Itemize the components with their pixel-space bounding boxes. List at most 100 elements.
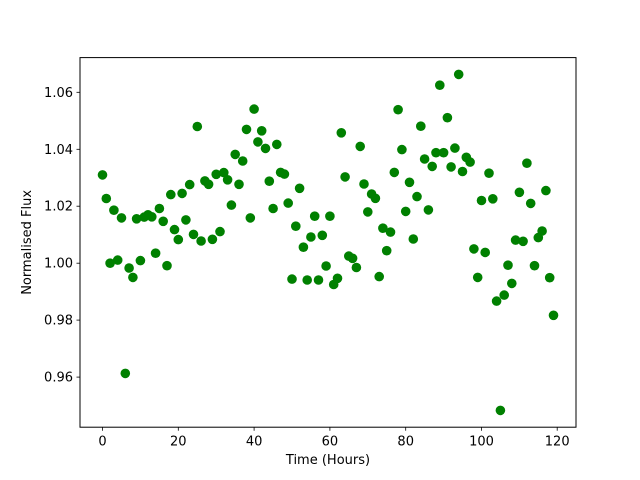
data-point	[518, 236, 528, 247]
data-point	[283, 198, 294, 208]
data-point	[427, 161, 438, 172]
y-tick-label: 1.06	[44, 86, 73, 101]
data-point	[503, 260, 513, 271]
data-point	[385, 227, 396, 237]
data-point	[294, 183, 305, 194]
data-point	[256, 126, 267, 136]
data-point	[363, 207, 373, 217]
data-point	[522, 158, 532, 168]
data-point	[321, 261, 331, 271]
data-point	[173, 234, 184, 245]
data-point	[347, 253, 358, 264]
x-tick-label: 80	[397, 435, 414, 450]
data-point	[472, 272, 483, 283]
data-point	[480, 247, 491, 258]
data-point	[181, 215, 191, 225]
data-point	[507, 278, 517, 289]
data-point	[169, 224, 180, 235]
y-axis-label: Normalised Flux	[20, 190, 35, 295]
data-point	[313, 275, 324, 285]
data-point	[442, 112, 453, 123]
data-point	[374, 271, 385, 282]
data-point	[446, 162, 456, 172]
data-point	[469, 244, 479, 254]
data-point	[491, 296, 502, 306]
data-point	[237, 156, 248, 166]
data-point	[302, 275, 313, 285]
data-point	[298, 242, 309, 252]
data-point	[105, 258, 115, 269]
data-point	[325, 211, 335, 221]
data-point	[381, 245, 392, 256]
data-point	[465, 157, 475, 167]
data-point	[241, 124, 252, 135]
data-point	[264, 176, 275, 186]
data-point	[510, 235, 521, 245]
data-point	[306, 232, 316, 242]
data-point	[112, 255, 123, 265]
data-point	[435, 80, 445, 90]
data-point	[484, 168, 494, 178]
data-point	[162, 260, 172, 271]
data-point	[431, 147, 441, 158]
data-point	[404, 177, 415, 188]
data-point	[457, 166, 468, 177]
data-point	[245, 213, 256, 223]
data-point	[268, 203, 278, 214]
data-point	[226, 200, 237, 210]
data-point	[230, 149, 240, 160]
x-tick-label: 20	[170, 435, 187, 450]
data-point	[279, 169, 290, 179]
data-point	[397, 144, 407, 155]
data-point	[359, 179, 369, 189]
data-point	[234, 179, 244, 190]
data-point	[389, 167, 400, 178]
data-point	[97, 170, 108, 180]
data-point	[177, 188, 187, 199]
data-point	[400, 206, 411, 217]
data-point	[408, 234, 419, 244]
data-point	[154, 203, 165, 214]
data-point	[291, 221, 301, 231]
data-point	[370, 193, 381, 204]
data-point	[332, 273, 343, 284]
y-tick-label: 0.98	[44, 314, 73, 329]
data-point	[120, 368, 131, 379]
data-point	[135, 255, 146, 266]
y-tick-label: 1.04	[44, 143, 73, 158]
data-point	[184, 179, 195, 190]
data-point	[128, 272, 138, 283]
x-tick-label: 40	[246, 435, 263, 450]
data-point	[196, 236, 206, 246]
data-point	[544, 272, 555, 283]
data-point	[453, 69, 464, 80]
data-point	[548, 310, 559, 321]
data-point	[124, 263, 134, 273]
data-point	[272, 139, 282, 150]
data-point	[147, 212, 157, 222]
data-point	[203, 179, 214, 190]
data-point	[317, 230, 328, 241]
data-point	[150, 248, 161, 258]
data-point	[355, 141, 366, 152]
x-tick-label: 60	[322, 435, 339, 450]
x-tick-label: 0	[98, 435, 106, 450]
data-point	[499, 290, 510, 300]
y-tick-label: 1.00	[44, 257, 73, 272]
data-point	[450, 143, 460, 153]
data-points-layer	[97, 69, 559, 416]
x-tick-label: 100	[469, 435, 494, 450]
data-point	[215, 226, 225, 237]
data-point	[412, 191, 422, 202]
data-point	[378, 223, 388, 233]
data-point	[158, 216, 168, 227]
data-point	[529, 260, 540, 271]
data-point	[188, 229, 199, 240]
data-point	[207, 234, 218, 245]
y-axis-ticks: 0.96 0.98 1.00 1.02 1.04 1.06	[44, 86, 80, 386]
data-point	[416, 121, 426, 131]
data-point	[340, 172, 350, 182]
data-point	[131, 214, 142, 224]
